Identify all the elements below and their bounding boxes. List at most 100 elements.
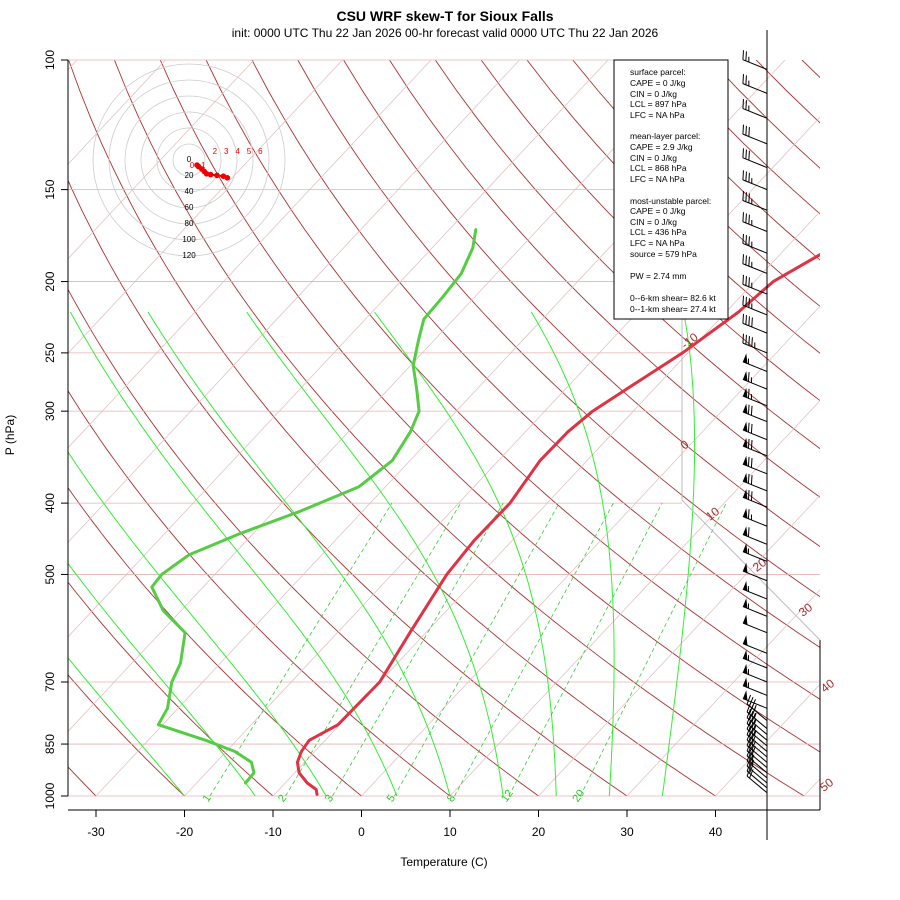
- wind-barb-flag: [742, 562, 748, 573]
- wind-barb-flag: [742, 690, 748, 701]
- pressure-tick-label: 700: [43, 672, 57, 692]
- wind-barb-staff: [746, 750, 768, 768]
- wind-barb: [742, 455, 768, 475]
- mean-layer-header: mean-layer parcel:: [630, 131, 700, 141]
- wind-barb-full: [750, 423, 753, 434]
- pressure-tick-label: 300: [43, 401, 57, 421]
- wind-barb-full: [745, 235, 747, 245]
- wind-barb-flag: [742, 614, 748, 625]
- wind-barb-full: [742, 313, 744, 324]
- dry-adiabat-line: [710, 60, 820, 169]
- dry-adiabat-line: [526, 60, 820, 354]
- wind-barb-full: [749, 749, 754, 759]
- shear-0-1km: 0--1-km shear= 27.4 kt: [630, 304, 716, 314]
- temperature-tick-label: 0: [358, 825, 365, 839]
- wind-barb: [742, 614, 768, 634]
- moist-adiabat-line: [661, 311, 696, 797]
- most-unstable-header: most-unstable parcel:: [630, 196, 711, 206]
- wind-barb: [742, 437, 768, 457]
- wind-barb-flag: [742, 403, 748, 414]
- isotherm-line: [538, 494, 820, 797]
- wind-barb-flag: [742, 598, 748, 609]
- isotherm-line: [68, 60, 166, 165]
- wind-barb: [742, 124, 768, 145]
- most-unstable-cape: CAPE = 0 J/kg: [630, 206, 686, 216]
- isotherm-line: [626, 589, 820, 797]
- wind-barb-staff: [746, 717, 768, 735]
- wind-barb: [742, 254, 768, 274]
- mixing-ratio-line: [209, 502, 393, 797]
- wind-barb-staff: [742, 698, 768, 709]
- wind-barb-full: [742, 190, 744, 201]
- temperature-tick-label: 30: [620, 825, 634, 839]
- chart-title: CSU WRF skew-T for Sioux Falls: [336, 8, 553, 24]
- wind-barb-full: [750, 458, 753, 468]
- chart-subtitle: init: 0000 UTC Thu 22 Jan 2026 00-hr for…: [232, 26, 659, 40]
- wind-barb-full: [747, 527, 750, 537]
- wind-barb-flag: [742, 371, 748, 382]
- mixing-ratio-label: 8: [445, 793, 458, 805]
- hodograph-ring-label: 120: [182, 251, 196, 260]
- dry-adiabat-line: [848, 60, 900, 796]
- wind-barb: [742, 387, 768, 407]
- hodograph-ring-label: 60: [185, 203, 194, 212]
- hodograph-ring-label: 0: [187, 155, 192, 164]
- pressure-tick-label: 150: [43, 179, 57, 199]
- stats-box-border: [613, 59, 729, 320]
- surface-lfc: LFC = NA hPa: [630, 110, 685, 120]
- wind-barb-full: [742, 148, 744, 158]
- isotherm-line: [184, 116, 820, 797]
- mixing-ratio-labels: 1 2 3 5 8 12 20: [200, 788, 587, 805]
- wind-barb-full: [742, 170, 744, 180]
- moist-adiabat-line: [530, 311, 615, 797]
- dry-adiabat-line: [159, 60, 820, 753]
- isotherm-line: [68, 60, 432, 449]
- mean-layer-lcl: LCL = 868 hPa: [630, 163, 687, 173]
- wind-barb-full: [748, 298, 750, 308]
- hodograph-point: [207, 171, 214, 178]
- hodograph-ring: [140, 111, 238, 209]
- wind-barb-full: [745, 213, 747, 223]
- wind-barb-staff: [746, 765, 768, 784]
- hodograph-ring-label: 40: [185, 187, 194, 196]
- wind-barb: [742, 233, 768, 254]
- wind-barb-staff: [746, 755, 768, 774]
- mixing-ratio-line: [579, 502, 727, 797]
- wind-barb-full: [748, 193, 750, 203]
- wind-barb: [742, 421, 768, 441]
- isotherm-line: [68, 60, 697, 732]
- isotherm-label: 40: [818, 676, 837, 695]
- wind-barb: [746, 747, 768, 774]
- wind-barb-full: [742, 254, 744, 264]
- wind-barb-full: [750, 491, 753, 501]
- wind-barb: [742, 148, 768, 169]
- wind-barb-flag: [742, 489, 748, 500]
- wind-barb-staff: [742, 242, 768, 254]
- wind-barb-full: [748, 150, 750, 161]
- wind-barb-staff: [742, 516, 768, 527]
- temperature-tick-label: 10: [443, 825, 457, 839]
- mixing-ratio-line: [394, 502, 560, 797]
- wind-barb-staff: [742, 221, 768, 232]
- wind-barb-flag: [742, 580, 748, 592]
- pressure-tick-label: 1000: [43, 782, 57, 809]
- wind-barb-staff: [742, 429, 768, 441]
- hodograph-height-label: 2: [213, 147, 218, 156]
- wind-barb-staff: [742, 588, 768, 600]
- dry-adiabat-line: [480, 60, 820, 402]
- wind-barb-full: [742, 295, 744, 306]
- wind-barb: [742, 508, 768, 527]
- moist-adiabat-line: [68, 656, 185, 797]
- hodograph-height-label: 3: [224, 147, 229, 156]
- pressure-tick-label: 100: [43, 50, 57, 70]
- wind-barb-full: [748, 316, 750, 326]
- wind-barb-full: [742, 274, 744, 285]
- wind-barb-full: [747, 372, 750, 382]
- wind-barb-staff: [742, 283, 768, 295]
- wind-barb-full: [742, 212, 744, 222]
- wind-barb: [742, 99, 768, 119]
- hodograph-point: [224, 175, 231, 181]
- mean-layer-cape: CAPE = 2.9 J/kg: [630, 142, 693, 152]
- mixing-ratio-label: 5: [385, 793, 398, 805]
- dry-adiabat-line: [251, 60, 820, 648]
